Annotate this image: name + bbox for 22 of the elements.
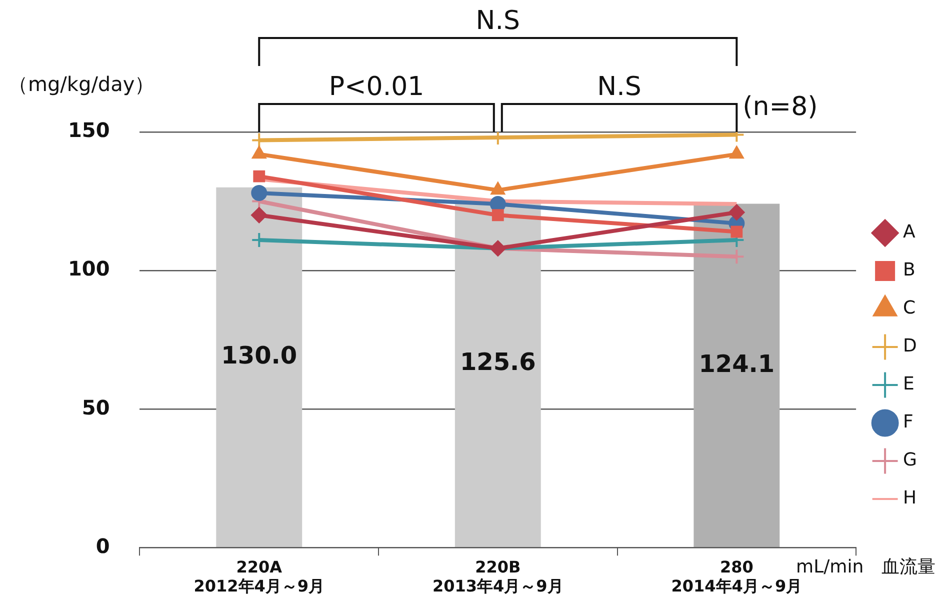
y-tick-label: 150 — [68, 118, 110, 142]
text: P<0.01 — [328, 72, 424, 102]
legend-label: F — [903, 412, 914, 433]
y-tick-label: 0 — [96, 534, 110, 558]
data-label: 125.6 — [460, 348, 536, 376]
legend-label: E — [903, 374, 914, 395]
legend-label: B — [903, 260, 916, 281]
text: (n=8) — [742, 92, 818, 122]
text: N.S — [476, 6, 520, 36]
y-tick-label: 100 — [68, 256, 110, 281]
data-label: 124.1 — [698, 350, 775, 378]
legend-label: C — [903, 298, 916, 319]
x-tick-label: 220A 2012年4月～9月 — [194, 557, 325, 596]
legend-label: A — [903, 222, 916, 243]
x-tick-label: 220B 2013年4月～9月 — [432, 557, 564, 596]
y-axis-title: （mg/kg/day） — [8, 72, 155, 96]
y-tick-label: 50 — [82, 395, 110, 420]
legend-label: D — [903, 336, 917, 357]
data-label: 130.0 — [221, 342, 298, 370]
legend-label: H — [903, 488, 917, 509]
text: N.S — [597, 72, 642, 102]
legend-label: G — [903, 450, 918, 471]
